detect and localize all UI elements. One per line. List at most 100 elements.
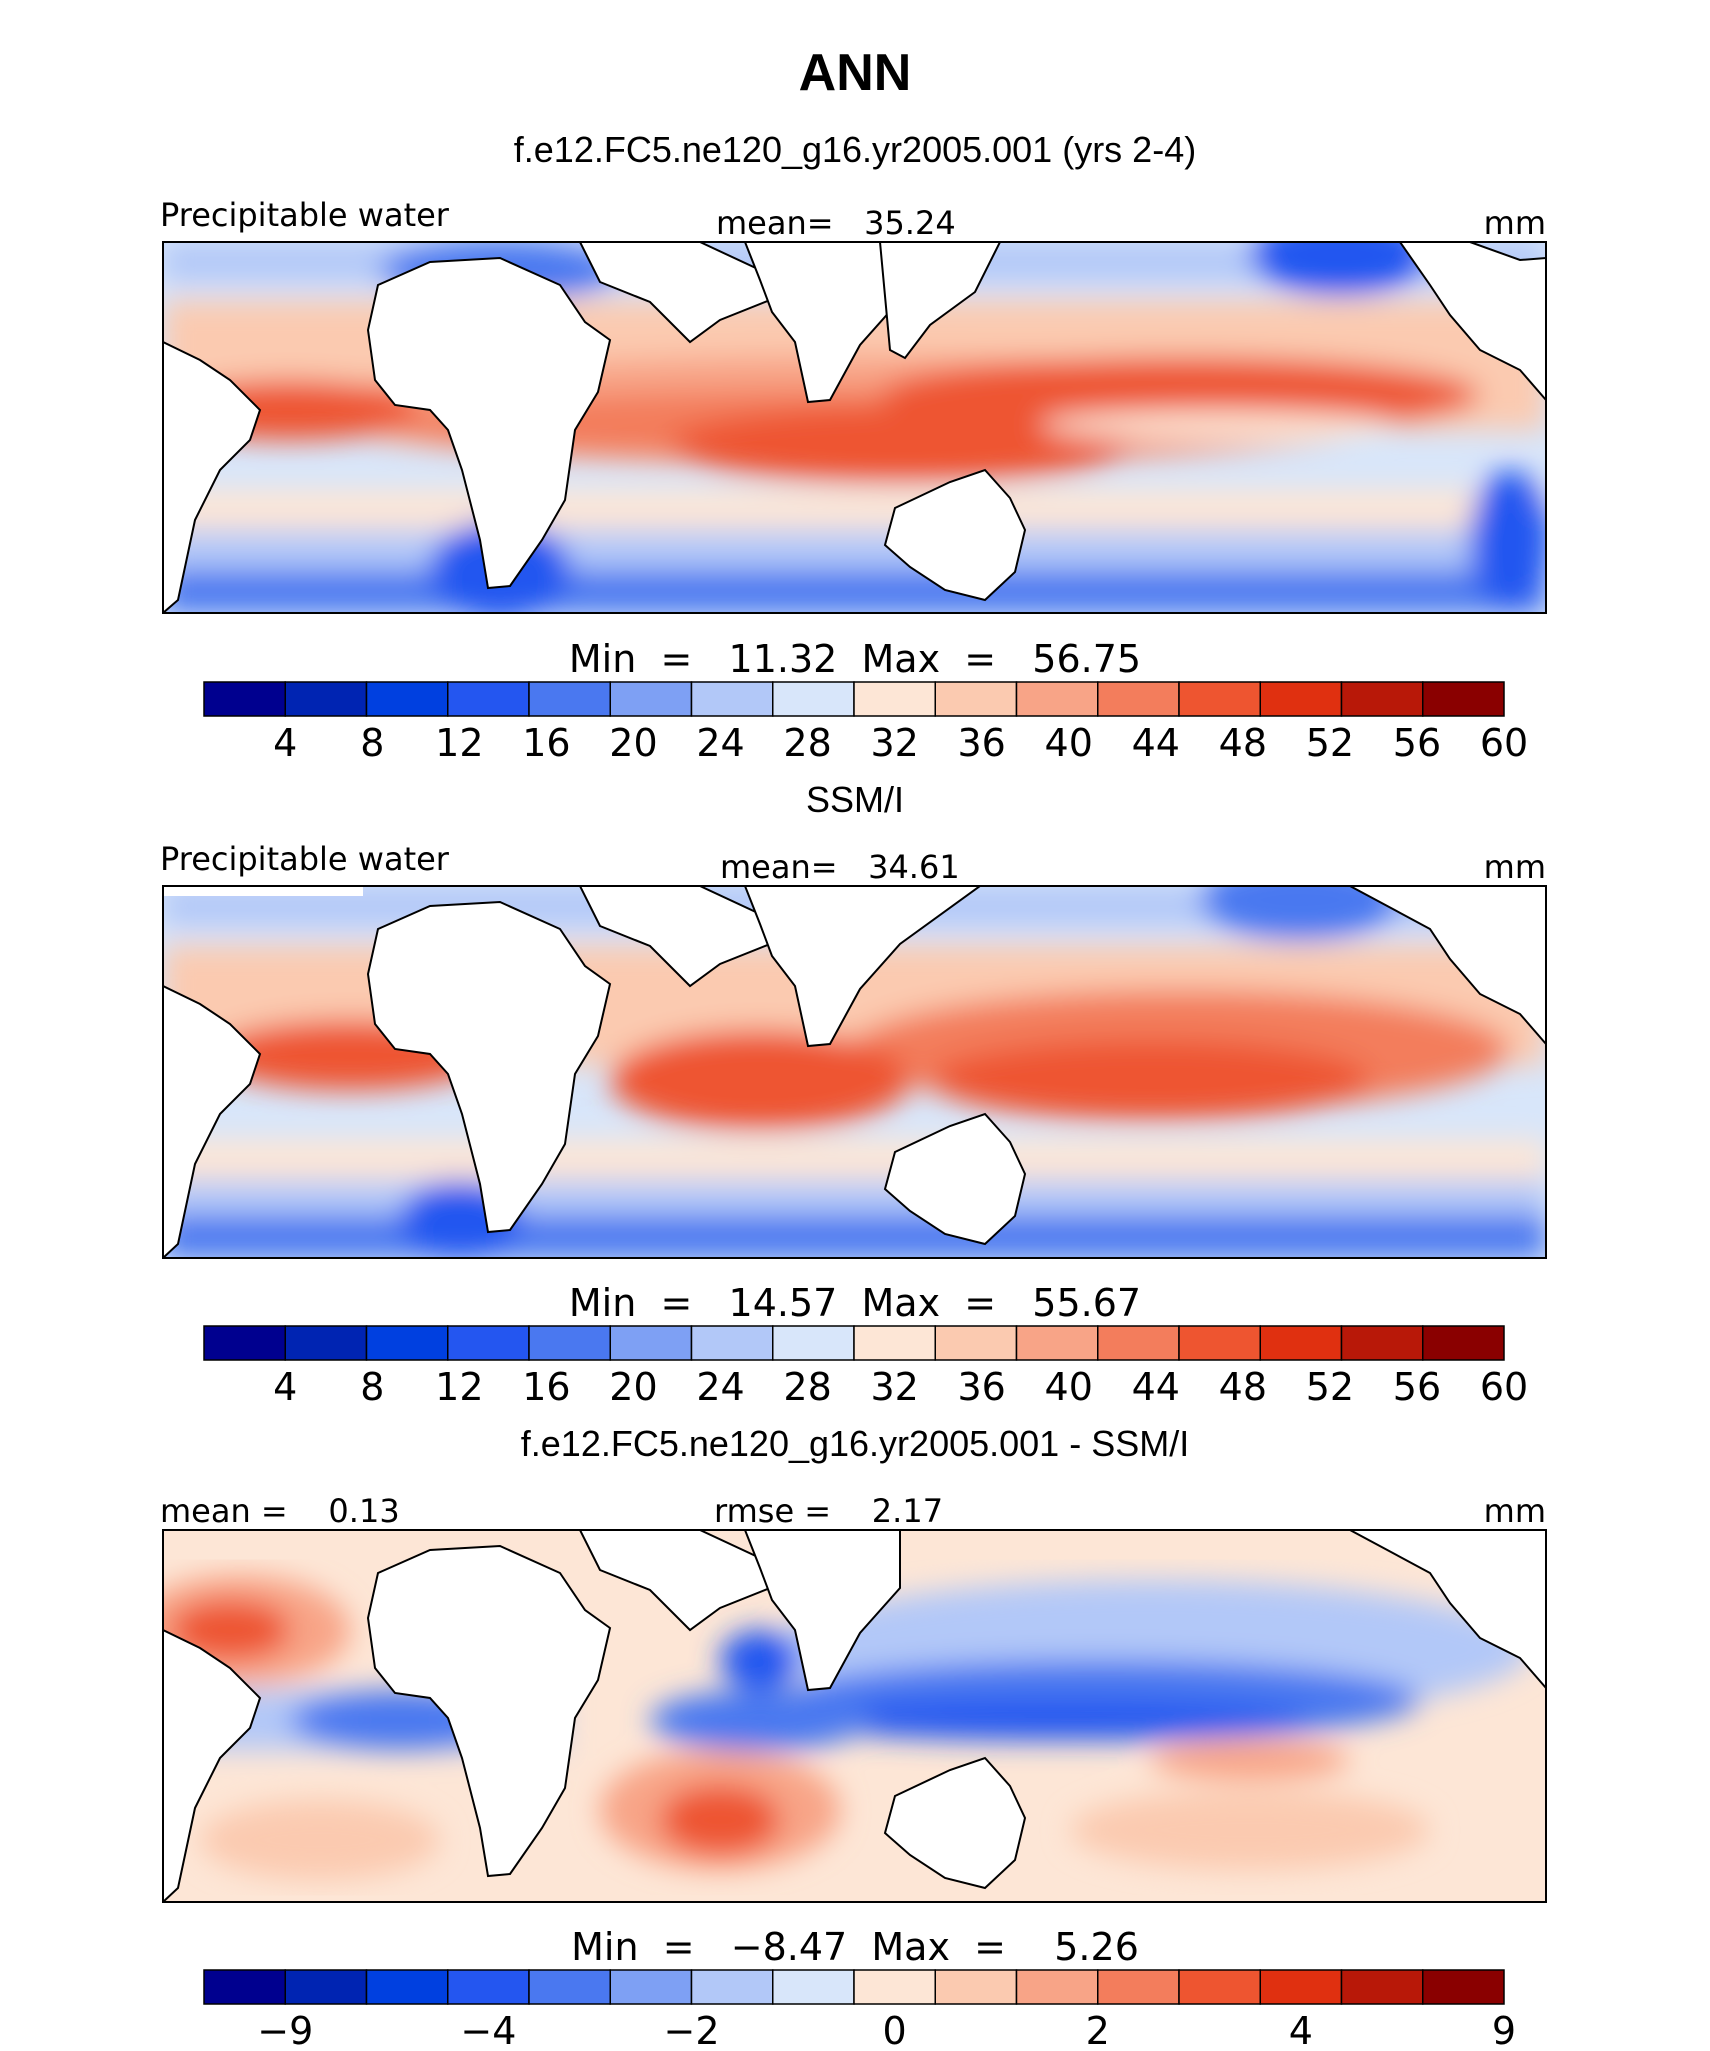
colorbar-tick-label: 16 <box>522 1365 570 1409</box>
colorbar-tick-label: 28 <box>783 1365 831 1409</box>
colorbar-tick-label: 28 <box>783 721 831 765</box>
colorbar-tick-label: 36 <box>957 1365 1005 1409</box>
colorbar-swatch <box>1422 1325 1505 1361</box>
colorbar-swatch <box>772 1969 855 2005</box>
minmax-label-diff: Min = −8.47 Max = 5.26 <box>571 1925 1139 1969</box>
colorbar-swatch <box>365 681 449 717</box>
colorbar-swatch <box>447 1969 530 2005</box>
colorbar-swatch <box>772 681 855 717</box>
colorbar-tick-label: 8 <box>360 1365 384 1409</box>
colorbar-swatch <box>609 681 693 717</box>
colorbar-tick-label: 44 <box>1132 721 1180 765</box>
colorbar-tick-label: 16 <box>522 721 570 765</box>
units-label-diff: mm <box>1484 1492 1546 1530</box>
colorbar-model: 4 8 12 16 20 24 28 32 36 40 44 48 52 56 60 <box>203 681 1528 765</box>
colorbar-swatch <box>853 681 936 717</box>
map-diff <box>162 1529 1547 1903</box>
colorbar-swatch <box>1015 1325 1099 1361</box>
map-model <box>162 241 1547 614</box>
colorbar-swatch <box>365 1969 449 2005</box>
colorbar-swatch <box>609 1325 693 1361</box>
colorbar-tick-label: 4 <box>273 721 297 765</box>
minmax-label-model: Min = 11.32 Max = 56.75 <box>569 637 1141 681</box>
colorbar-swatch <box>690 1325 774 1361</box>
panel-model: f.e12.FC5.ne120_g16.yr2005.001 (yrs 2-4)… <box>160 129 1547 765</box>
colorbar-tick-label: 32 <box>870 721 918 765</box>
colorbar-tick-label: 20 <box>609 1365 657 1409</box>
colorbar-swatch <box>284 1325 368 1361</box>
panel-diff: f.e12.FC5.ne120_g16.yr2005.001 - SSM/I m… <box>160 1423 1547 2051</box>
panel-title-diff: f.e12.FC5.ne120_g16.yr2005.001 - SSM/I <box>521 1423 1189 1464</box>
colorbar-swatch <box>853 1325 936 1361</box>
colorbar-tick-label: −4 <box>460 2009 516 2051</box>
rmse-label-diff: rmse = 2.17 <box>714 1492 943 1530</box>
colorbar-swatch <box>1015 681 1099 717</box>
colorbar-tick-label: 40 <box>1045 721 1093 765</box>
colorbar-tick-label: 0 <box>883 2009 907 2051</box>
units-label-model: mm <box>1484 204 1546 242</box>
variable-label-obs: Precipitable water <box>160 840 450 878</box>
colorbar-swatch <box>447 681 530 717</box>
colorbar-swatch <box>1178 1325 1261 1361</box>
colorbar-swatch <box>690 681 774 717</box>
colorbar-swatch <box>528 1969 611 2005</box>
colorbar-tick-label: 56 <box>1393 721 1441 765</box>
colorbar-tick-label: 60 <box>1480 1365 1528 1409</box>
colorbar-diff: −9 −4 −2 0 2 4 9 <box>203 1969 1516 2051</box>
colorbar-swatch <box>934 1325 1018 1361</box>
colorbar-tick-label: 20 <box>609 721 657 765</box>
colorbar-swatch <box>1422 681 1505 717</box>
colorbar-tick-label: 2 <box>1086 2009 1110 2051</box>
colorbar-swatch <box>690 1969 774 2005</box>
colorbar-swatch <box>1340 1969 1424 2005</box>
colorbar-tick-label: 56 <box>1393 1365 1441 1409</box>
colorbar-swatch <box>1097 681 1180 717</box>
colorbar-swatch <box>447 1325 530 1361</box>
colorbar-tick-label: 48 <box>1219 721 1267 765</box>
colorbar-tick-label: 40 <box>1045 1365 1093 1409</box>
mean-label-diff: mean = 0.13 <box>160 1492 400 1530</box>
colorbar-swatch <box>934 681 1018 717</box>
colorbar-tick-label: 60 <box>1480 721 1528 765</box>
colorbar-swatch <box>1015 1969 1099 2005</box>
mean-label-model: mean= 35.24 <box>716 204 956 242</box>
minmax-label-obs: Min = 14.57 Max = 55.67 <box>569 1281 1141 1325</box>
panel-title-obs: SSM/I <box>806 779 904 820</box>
colorbar-swatch <box>1178 1969 1261 2005</box>
colorbar-swatch <box>1340 681 1424 717</box>
colorbar-tick-label: 24 <box>696 1365 744 1409</box>
colorbar-tick-label: 9 <box>1492 2009 1516 2051</box>
colorbar-tick-label: 52 <box>1306 1365 1354 1409</box>
colorbar-tick-label: 52 <box>1306 721 1354 765</box>
colorbar-swatch <box>609 1969 693 2005</box>
colorbar-tick-label: 8 <box>360 721 384 765</box>
colorbar-tick-label: −2 <box>663 2009 719 2051</box>
colorbar-swatch <box>284 1969 368 2005</box>
mean-label-obs: mean= 34.61 <box>720 848 960 886</box>
colorbar-swatch <box>203 1969 286 2005</box>
colorbar-swatch <box>1340 1325 1424 1361</box>
colorbar-swatch <box>365 1325 449 1361</box>
colorbar-swatch <box>1097 1969 1180 2005</box>
colorbar-swatch <box>203 1325 286 1361</box>
colorbar-swatch <box>203 681 286 717</box>
panel-obs: SSM/I Precipitable water mean= 34.61 mm <box>160 779 1547 1409</box>
figure-title: ANN <box>799 44 912 102</box>
colorbar-tick-label: 4 <box>273 1365 297 1409</box>
map-obs <box>162 885 1547 1259</box>
colorbar-tick-label: −9 <box>257 2009 313 2051</box>
colorbar-swatch <box>853 1969 936 2005</box>
colorbar-swatch <box>528 681 611 717</box>
colorbar-swatch <box>1178 681 1261 717</box>
colorbar-tick-label: 32 <box>870 1365 918 1409</box>
panel-title-model: f.e12.FC5.ne120_g16.yr2005.001 (yrs 2-4) <box>514 129 1196 170</box>
colorbar-swatch <box>284 681 368 717</box>
colorbar-tick-label: 12 <box>435 1365 483 1409</box>
colorbar-swatch <box>528 1325 611 1361</box>
colorbar-tick-label: 24 <box>696 721 744 765</box>
colorbar-swatch <box>1097 1325 1180 1361</box>
colorbar-swatch <box>1259 681 1343 717</box>
colorbar-obs: 4 8 12 16 20 24 28 32 36 40 44 48 52 56 60 <box>203 1325 1528 1409</box>
colorbar-swatch <box>1422 1969 1505 2005</box>
